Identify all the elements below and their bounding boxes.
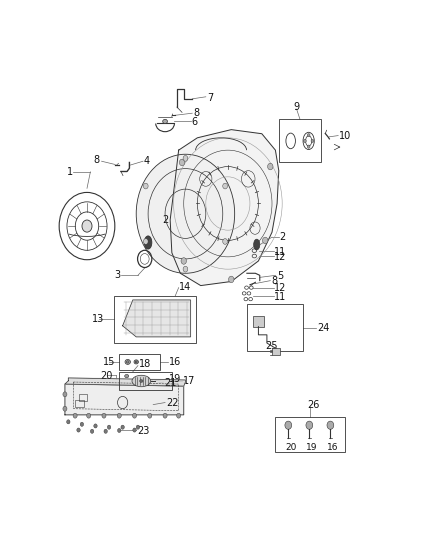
Text: 11: 11 (274, 292, 286, 302)
Text: 19: 19 (306, 443, 318, 452)
Text: 26: 26 (307, 400, 319, 409)
Text: 9: 9 (293, 102, 299, 112)
Text: 2: 2 (279, 232, 286, 242)
Circle shape (311, 139, 314, 142)
Circle shape (181, 257, 187, 264)
Text: 23: 23 (137, 426, 149, 436)
Bar (279, 119, 321, 163)
Text: 12: 12 (274, 252, 287, 262)
Text: 2: 2 (162, 215, 169, 225)
Text: 11: 11 (274, 247, 286, 256)
Circle shape (262, 237, 268, 244)
Circle shape (143, 239, 148, 244)
Circle shape (143, 183, 148, 189)
Circle shape (136, 154, 235, 273)
Circle shape (104, 429, 107, 433)
Circle shape (229, 276, 234, 282)
Circle shape (80, 422, 84, 426)
Text: 20: 20 (101, 371, 113, 381)
Circle shape (285, 421, 292, 429)
Text: 24: 24 (317, 322, 329, 333)
Ellipse shape (135, 361, 137, 363)
Text: 8: 8 (271, 277, 277, 286)
Text: 8: 8 (193, 108, 199, 118)
Text: 20: 20 (285, 443, 296, 452)
Ellipse shape (140, 379, 143, 383)
Circle shape (87, 413, 91, 418)
Circle shape (121, 425, 124, 429)
Circle shape (94, 424, 97, 428)
Polygon shape (65, 378, 185, 386)
Text: 19: 19 (169, 374, 181, 384)
Text: 5: 5 (277, 271, 283, 281)
Polygon shape (65, 384, 184, 415)
Circle shape (183, 266, 188, 272)
Bar (253, 317, 264, 327)
Circle shape (132, 413, 137, 418)
Text: 10: 10 (339, 132, 351, 141)
Ellipse shape (127, 361, 129, 363)
Ellipse shape (162, 119, 167, 124)
Circle shape (327, 421, 334, 429)
Text: 3: 3 (114, 270, 120, 280)
Circle shape (223, 239, 227, 244)
Circle shape (73, 413, 77, 418)
Circle shape (304, 139, 306, 142)
Text: 14: 14 (179, 282, 191, 292)
Text: 25: 25 (265, 341, 278, 351)
Text: 22: 22 (166, 398, 178, 408)
Bar (114, 296, 196, 343)
Circle shape (117, 413, 121, 418)
Circle shape (67, 420, 70, 424)
Text: 7: 7 (207, 93, 213, 103)
Ellipse shape (134, 360, 138, 364)
Circle shape (177, 413, 181, 418)
Text: 18: 18 (138, 359, 151, 369)
Ellipse shape (125, 359, 131, 365)
Ellipse shape (125, 375, 129, 378)
Text: 1: 1 (67, 167, 73, 177)
Bar (119, 354, 160, 370)
Bar (276, 417, 345, 452)
Circle shape (148, 413, 152, 418)
Circle shape (163, 413, 167, 418)
Circle shape (136, 425, 140, 429)
Ellipse shape (132, 375, 151, 387)
Circle shape (102, 413, 106, 418)
Text: 13: 13 (92, 314, 104, 325)
Circle shape (90, 429, 94, 433)
Circle shape (307, 145, 310, 148)
Circle shape (183, 156, 188, 161)
Polygon shape (123, 300, 191, 337)
Text: 12: 12 (274, 284, 287, 294)
Bar (247, 304, 303, 351)
Polygon shape (170, 130, 279, 286)
Text: 16: 16 (169, 357, 181, 367)
Circle shape (268, 163, 273, 170)
Circle shape (82, 220, 92, 232)
Bar (75, 400, 84, 407)
Bar (119, 372, 172, 390)
Text: 21: 21 (164, 378, 177, 388)
Circle shape (307, 134, 310, 137)
Text: 15: 15 (103, 357, 115, 367)
Circle shape (223, 183, 227, 189)
Ellipse shape (254, 239, 260, 250)
Text: 8: 8 (93, 156, 99, 165)
Circle shape (107, 425, 111, 429)
Text: 16: 16 (327, 443, 339, 452)
Ellipse shape (145, 236, 152, 249)
Circle shape (63, 392, 67, 397)
Circle shape (179, 159, 185, 166)
Bar (272, 348, 280, 356)
Text: 17: 17 (183, 376, 195, 386)
Text: 6: 6 (191, 117, 198, 127)
Circle shape (63, 406, 67, 411)
Circle shape (133, 428, 136, 432)
Bar (78, 394, 87, 401)
Circle shape (77, 428, 80, 432)
Text: 4: 4 (144, 156, 150, 166)
Circle shape (306, 421, 313, 429)
Circle shape (117, 429, 121, 432)
